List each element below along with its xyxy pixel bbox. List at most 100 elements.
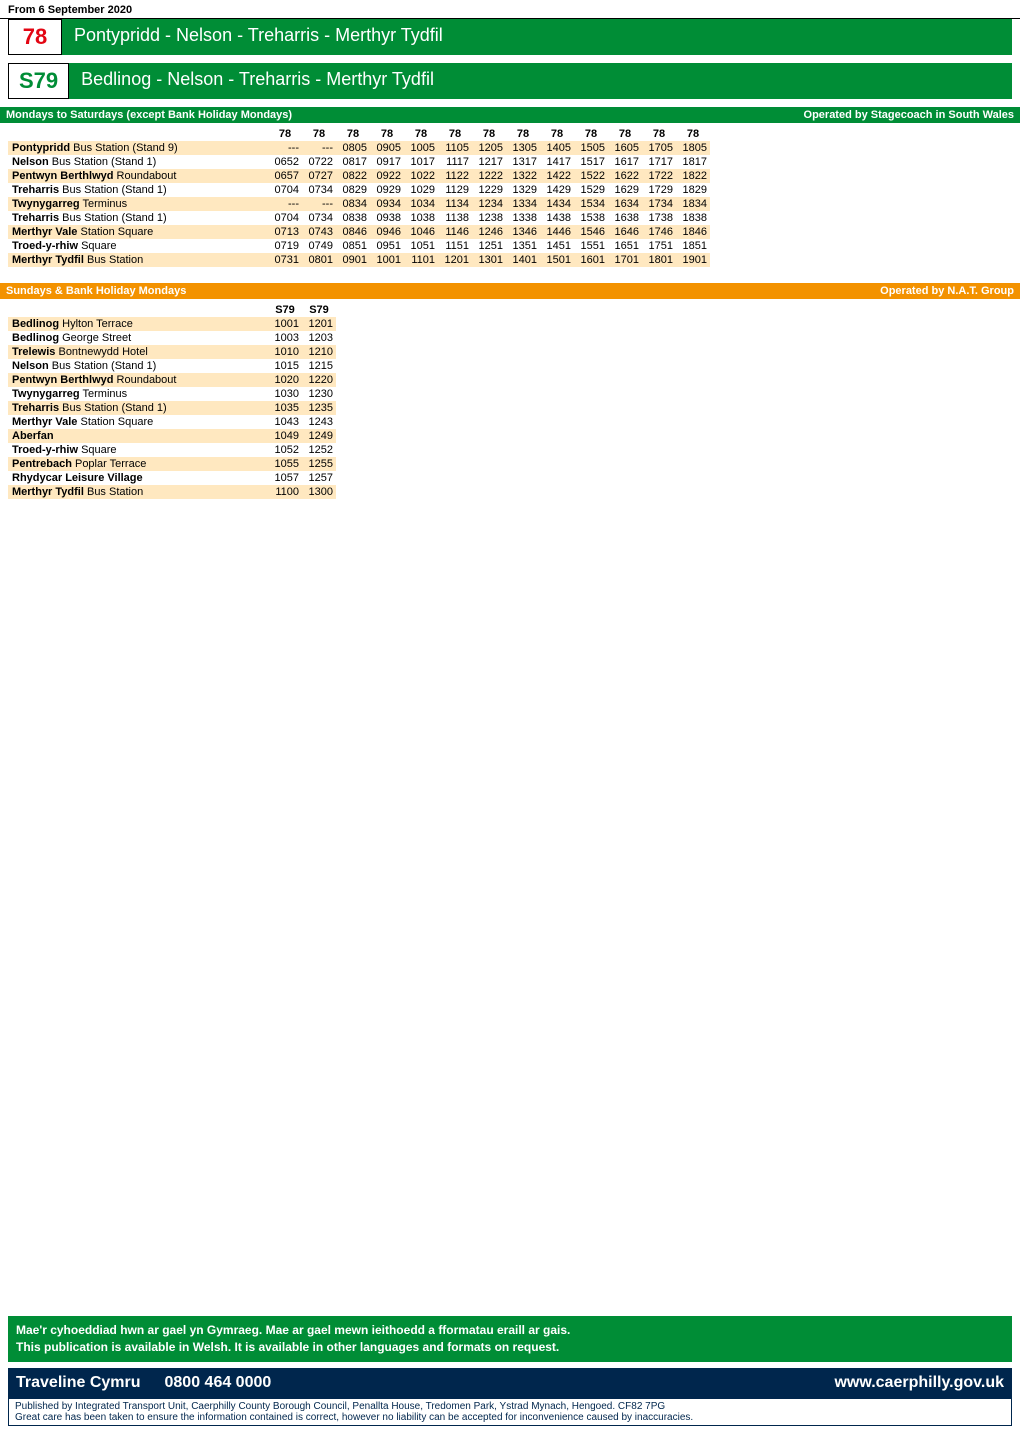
time-cell: 0801 xyxy=(302,253,336,267)
footer-line-2: Great care has been taken to ensure the … xyxy=(15,1412,1005,1423)
stop-name: Bedlinog Hylton Terrace xyxy=(8,317,268,331)
time-cell: 0851 xyxy=(336,239,370,253)
time-cell: 1010 xyxy=(268,345,302,359)
time-cell: 1822 xyxy=(676,169,710,183)
time-cell: 1105 xyxy=(438,141,472,155)
service-header: 78 xyxy=(506,127,540,141)
time-cell: 1235 xyxy=(302,401,336,415)
header-blank xyxy=(8,127,268,141)
time-cell: 0917 xyxy=(370,155,404,169)
route-title: Bedlinog - Nelson - Treharris - Merthyr … xyxy=(69,63,1012,99)
table-row: Rhydycar Leisure Village10571257 xyxy=(8,471,336,485)
time-cell: 1429 xyxy=(540,183,574,197)
time-cell: 1729 xyxy=(642,183,676,197)
time-cell: 1057 xyxy=(268,471,302,485)
time-cell: 1117 xyxy=(438,155,472,169)
traveline-phone: 0800 464 0000 xyxy=(165,1374,835,1392)
time-cell: 1329 xyxy=(506,183,540,197)
time-cell: 0829 xyxy=(336,183,370,197)
time-cell: 1546 xyxy=(574,225,608,239)
time-cell: 1829 xyxy=(676,183,710,197)
time-cell: 0704 xyxy=(268,183,302,197)
time-cell: 1134 xyxy=(438,197,472,211)
time-cell: 1534 xyxy=(574,197,608,211)
time-cell: 1529 xyxy=(574,183,608,197)
time-cell: --- xyxy=(302,141,336,155)
time-cell: 0905 xyxy=(370,141,404,155)
route-title: Pontypridd - Nelson - Treharris - Merthy… xyxy=(62,19,1012,55)
time-cell: 1146 xyxy=(438,225,472,239)
table-row: Twynygarreg Terminus10301230 xyxy=(8,387,336,401)
time-cell: 0846 xyxy=(336,225,370,239)
service-header: 78 xyxy=(268,127,302,141)
time-cell: 1035 xyxy=(268,401,302,415)
time-cell: 1901 xyxy=(676,253,710,267)
time-cell: 0938 xyxy=(370,211,404,225)
weekday-bar: Mondays to Saturdays (except Bank Holida… xyxy=(0,107,1020,123)
effective-date: From 6 September 2020 xyxy=(0,0,1020,19)
time-cell: 1738 xyxy=(642,211,676,225)
time-cell: 1210 xyxy=(302,345,336,359)
service-header: 78 xyxy=(642,127,676,141)
time-cell: 1617 xyxy=(608,155,642,169)
time-cell: 1605 xyxy=(608,141,642,155)
stop-name: Bedlinog George Street xyxy=(8,331,268,345)
table-row: Treharris Bus Station (Stand 1)10351235 xyxy=(8,401,336,415)
time-cell: 1817 xyxy=(676,155,710,169)
stop-name: Trelewis Bontnewydd Hotel xyxy=(8,345,268,359)
time-cell: 1051 xyxy=(404,239,438,253)
time-cell: 1243 xyxy=(302,415,336,429)
table-row: Merthyr Tydfil Bus Station11001300 xyxy=(8,485,336,499)
service-header: S79 xyxy=(302,303,336,317)
weekday-timetable: 78787878787878787878787878Pontypridd Bus… xyxy=(8,127,710,267)
time-cell: 1229 xyxy=(472,183,506,197)
time-cell: 1138 xyxy=(438,211,472,225)
table-row: Pentrebach Poplar Terrace10551255 xyxy=(8,457,336,471)
time-cell: 0838 xyxy=(336,211,370,225)
time-cell: 1220 xyxy=(302,373,336,387)
time-cell: 1043 xyxy=(268,415,302,429)
time-cell: 1451 xyxy=(540,239,574,253)
time-cell: 1001 xyxy=(268,317,302,331)
time-cell: 0749 xyxy=(302,239,336,253)
time-cell: 1422 xyxy=(540,169,574,183)
time-cell: 1705 xyxy=(642,141,676,155)
time-cell: 1305 xyxy=(506,141,540,155)
table-row: Merthyr Vale Station Square10431243 xyxy=(8,415,336,429)
stop-name: Twynygarreg Terminus xyxy=(8,387,268,401)
time-cell: 1801 xyxy=(642,253,676,267)
time-cell: 1255 xyxy=(302,457,336,471)
time-cell: 1838 xyxy=(676,211,710,225)
time-cell: 1251 xyxy=(472,239,506,253)
time-cell: 1446 xyxy=(540,225,574,239)
time-cell: 1101 xyxy=(404,253,438,267)
time-cell: 1634 xyxy=(608,197,642,211)
table-row: Aberfan10491249 xyxy=(8,429,336,443)
time-cell: 1215 xyxy=(302,359,336,373)
time-cell: 1522 xyxy=(574,169,608,183)
time-cell: 1217 xyxy=(472,155,506,169)
time-cell: 1222 xyxy=(472,169,506,183)
service-header: 78 xyxy=(302,127,336,141)
notice-welsh: Mae'r cyhoeddiad hwn ar gael yn Gymraeg.… xyxy=(16,1322,1004,1339)
time-cell: 1046 xyxy=(404,225,438,239)
time-cell: 1517 xyxy=(574,155,608,169)
time-cell: 0817 xyxy=(336,155,370,169)
stop-name: Merthyr Vale Station Square xyxy=(8,225,268,239)
time-cell: 0713 xyxy=(268,225,302,239)
time-cell: 0731 xyxy=(268,253,302,267)
time-cell: 0934 xyxy=(370,197,404,211)
bilingual-notice: Mae'r cyhoeddiad hwn ar gael yn Gymraeg.… xyxy=(8,1316,1012,1362)
stop-name: Rhydycar Leisure Village xyxy=(8,471,268,485)
time-cell: 1638 xyxy=(608,211,642,225)
time-cell: 1538 xyxy=(574,211,608,225)
stop-name: Treharris Bus Station (Stand 1) xyxy=(8,401,268,415)
sunday-timetable: S79S79Bedlinog Hylton Terrace10011201Bed… xyxy=(8,303,336,499)
time-cell: 0727 xyxy=(302,169,336,183)
stop-name: Pentwyn Berthlwyd Roundabout xyxy=(8,373,268,387)
weekday-label: Mondays to Saturdays (except Bank Holida… xyxy=(0,107,798,123)
time-cell: 1015 xyxy=(268,359,302,373)
time-cell: 1017 xyxy=(404,155,438,169)
time-cell: 0901 xyxy=(336,253,370,267)
table-row: Pentwyn Berthlwyd Roundabout10201220 xyxy=(8,373,336,387)
